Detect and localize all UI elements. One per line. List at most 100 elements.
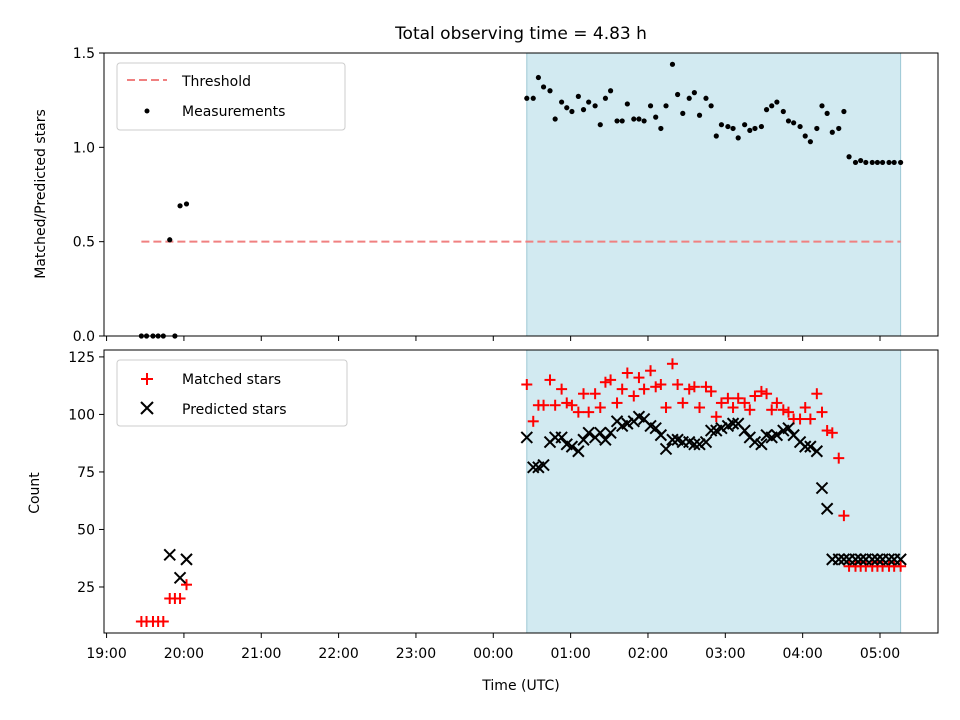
matched-star-point (683, 383, 695, 395)
matched-star-point (744, 404, 756, 416)
y-tick-label: 1.5 (73, 46, 95, 62)
matched-star-point (895, 560, 907, 572)
predicted-star-point (173, 571, 187, 584)
predicted-star-point (799, 440, 812, 453)
matched-star-point (655, 379, 667, 391)
matched-star-point (583, 406, 595, 418)
predicted-star-stroke-b (770, 428, 784, 442)
predicted-star-stroke-b (537, 458, 550, 472)
predicted-star-stroke-b (738, 424, 751, 437)
predicted-star-stroke-b (654, 428, 668, 442)
measurement-point (663, 103, 669, 109)
predicted-star-stroke-b (810, 445, 824, 458)
predicted-star-point (854, 553, 867, 566)
predicted-star-stroke-b (849, 553, 862, 566)
predicted-star-point (704, 424, 718, 437)
predicted-star-stroke-b (659, 442, 673, 456)
predicted-star-stroke-b (882, 553, 896, 566)
predicted-star-stroke-b (582, 426, 595, 440)
measurement-point (641, 118, 647, 124)
matched-star-point (638, 383, 650, 395)
matched-star-point (180, 579, 192, 591)
predicted-star-stroke-b (644, 419, 657, 433)
predicted-star-stroke-b (180, 553, 193, 566)
predicted-star-point (527, 461, 540, 474)
predicted-star-stroke-b (748, 435, 762, 449)
count-panel: 25 50 75 100 125 19:00 20:00 21:00 22:00 23:00 00… (27, 349, 939, 662)
measurement-point (718, 122, 725, 128)
x-tick-label: 22:00 (318, 646, 358, 662)
measurement-point (863, 159, 869, 166)
measurement-point (758, 123, 765, 130)
matched-star-point (605, 374, 617, 386)
ratio-panel: 0.0 0.5 1.0 1.5 Matched/Predicted stars Thr… (33, 46, 939, 345)
matched-star-point (838, 510, 850, 522)
matched-star-point (749, 390, 761, 402)
y-tick-label: 0.5 (73, 235, 95, 251)
measurement-point (891, 159, 897, 166)
observing-window-band (526, 350, 901, 633)
measurement-point (592, 103, 598, 109)
measurement-point (874, 159, 881, 166)
measurement-point (824, 110, 830, 116)
measurement-point (852, 159, 859, 166)
predicted-star-point (163, 548, 176, 561)
matched-star-point (521, 379, 533, 391)
predicted-star-point (820, 502, 834, 515)
count-panel-frame (103, 349, 939, 634)
predicted-star-stroke-b (755, 438, 768, 451)
predicted-star-stroke-b (782, 422, 795, 435)
matched-star-point (722, 392, 734, 404)
measurement-point (669, 61, 676, 67)
threshold-legend-label: Threshold (181, 74, 251, 90)
measurements-legend-label: Measurements (182, 104, 285, 120)
measurement-point (564, 105, 570, 111)
predicted-star-stroke-b (666, 433, 679, 446)
measurement-point (725, 123, 731, 130)
measurement-point (898, 159, 904, 166)
ratio-panel-frame (103, 52, 939, 337)
predicted-star-point (582, 426, 595, 440)
matched-star-point (544, 374, 556, 386)
measurement-point (680, 110, 686, 116)
predicted-star-point (577, 433, 590, 446)
predicted-star-stroke-b (637, 412, 651, 426)
predicted-star-point (832, 553, 845, 566)
measurement-point (836, 125, 842, 132)
measurement-point (791, 120, 797, 126)
matched-star-point (578, 388, 590, 400)
measurement-point (653, 114, 659, 120)
predicted-star-stroke-b (854, 553, 867, 566)
predicted-star-stroke-b (799, 440, 812, 453)
measurement-point (535, 74, 542, 81)
y-tick-label: 25 (77, 580, 95, 596)
predicted-star-stroke-b (163, 548, 176, 561)
predicted-star-point (866, 553, 879, 566)
predicted-star-stroke-b (599, 433, 612, 446)
matched-star-point (599, 376, 611, 388)
measurement-point (846, 154, 852, 160)
measurement-point (708, 103, 714, 109)
measurement-point (814, 125, 820, 132)
predicted-star-stroke-b (704, 424, 718, 437)
matched-star-point (755, 385, 767, 397)
predicted-star-point (599, 433, 612, 446)
measurement-point (879, 159, 886, 166)
predicted-star-stroke-b (173, 571, 187, 584)
predicted-star-point (594, 426, 607, 440)
matched-star-point (633, 372, 645, 384)
y-tick-label: 75 (77, 465, 95, 481)
predicted-star-stroke-b (555, 431, 568, 444)
predicted-star-point (770, 428, 784, 442)
count-panel-ylabel: Count (27, 472, 43, 514)
x-tick-label: 00:00 (473, 646, 513, 662)
matched-star-point (688, 381, 700, 393)
y-tick-label: 50 (77, 522, 95, 538)
x-tick-label: 05:00 (860, 646, 900, 662)
predicted-star-stroke-b (594, 426, 607, 440)
predicted-star-stroke-b (688, 438, 701, 451)
measurement-point (769, 103, 775, 109)
ratio-panel-ylabel: Matched/Predicted stars (33, 109, 49, 279)
measurement-point (735, 135, 741, 141)
